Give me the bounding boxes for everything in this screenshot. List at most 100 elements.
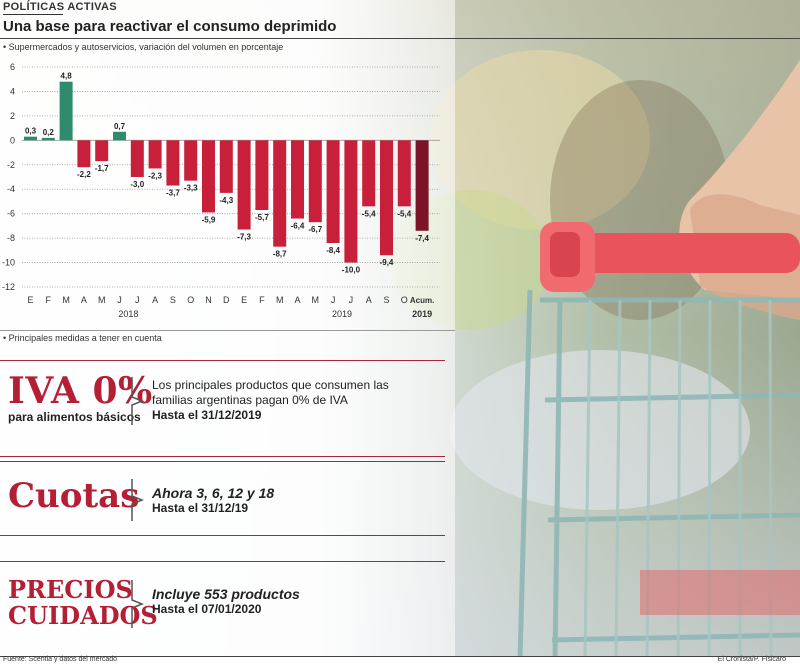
bar bbox=[362, 140, 376, 207]
bar-value-label: 4,8 bbox=[61, 72, 73, 81]
bar-value-label: -5,9 bbox=[202, 215, 216, 224]
bar-value-label: -3,3 bbox=[184, 184, 198, 193]
bar bbox=[397, 140, 411, 207]
measures-divider bbox=[0, 330, 455, 331]
bar-value-label: -6,4 bbox=[291, 222, 305, 231]
x-tick-label: S bbox=[383, 295, 389, 305]
bar bbox=[219, 140, 233, 193]
x-tick-label: S bbox=[170, 295, 176, 305]
y-tick-label: 4 bbox=[10, 86, 15, 96]
x-tick-label: A bbox=[294, 295, 300, 305]
bar-value-label: -8,7 bbox=[273, 250, 287, 259]
x-tick-label: J bbox=[349, 295, 354, 305]
x-tick-label: D bbox=[223, 295, 230, 305]
bar bbox=[113, 131, 126, 141]
bar-value-label: 0,3 bbox=[25, 127, 37, 136]
credit-note: El Cronista/P. Fisicaro bbox=[717, 656, 786, 663]
bar-value-label: -5,4 bbox=[362, 209, 376, 218]
y-tick-label: -8 bbox=[7, 233, 15, 243]
measure-cuotas-description: Ahora 3, 6, 12 y 18 Hasta el 31/12/19 bbox=[152, 486, 274, 516]
bar bbox=[148, 140, 162, 169]
bar bbox=[255, 140, 269, 210]
page-title: Una base para reactivar el consumo depri… bbox=[3, 18, 337, 35]
bar-value-label: -10,0 bbox=[342, 266, 361, 275]
bar bbox=[380, 140, 393, 256]
x-tick-label: A bbox=[366, 295, 372, 305]
x-tick-label: O bbox=[401, 295, 408, 305]
bar-value-label: -6,7 bbox=[308, 225, 322, 234]
measure-iva-subtitle: para alimentos básicos bbox=[8, 410, 141, 424]
measure-precios-title: PRECIOS CUIDADOS bbox=[8, 577, 158, 629]
x-tick-label: F bbox=[46, 295, 52, 305]
measure-precios-cuidados: PRECIOS CUIDADOS Incluye 553 productos H… bbox=[0, 565, 455, 655]
bar-value-label: -3,7 bbox=[166, 189, 180, 198]
bar bbox=[184, 140, 198, 181]
x-tick-label: M bbox=[276, 295, 284, 305]
bar-value-label: 0,2 bbox=[43, 128, 55, 137]
brace-icon bbox=[131, 580, 144, 628]
bar-value-label: -7,3 bbox=[237, 233, 251, 242]
content-panel bbox=[0, 0, 455, 656]
measure-precios-line1: Incluye 553 productos bbox=[152, 586, 300, 602]
bar-value-label: -4,3 bbox=[219, 196, 233, 205]
measure-precios-title-line1: PRECIOS bbox=[8, 575, 133, 604]
x-tick-label: J bbox=[135, 295, 140, 305]
bar-value-label: -2,3 bbox=[148, 171, 162, 180]
bar bbox=[59, 81, 73, 141]
measure-precios-deadline: Hasta el 07/01/2020 bbox=[152, 602, 262, 616]
bar-value-label: 0,7 bbox=[114, 122, 126, 131]
measure-cuotas-line1: Ahora 3, 6, 12 y 18 bbox=[152, 485, 275, 501]
measure-divider bbox=[0, 456, 445, 457]
measure-cuotas-title: Cuotas bbox=[8, 476, 140, 516]
chart-subtitle: • Supermercados y autoservicios, variaci… bbox=[3, 42, 284, 52]
measure-iva: IVA 0% para alimentos básicos Los princi… bbox=[0, 364, 455, 454]
bar bbox=[41, 137, 55, 141]
bar bbox=[237, 140, 251, 230]
measure-cuotas-deadline: Hasta el 31/12/19 bbox=[152, 501, 249, 515]
bar bbox=[344, 140, 358, 263]
x-tick-label: A bbox=[152, 295, 158, 305]
x-tick-label: O bbox=[187, 295, 194, 305]
y-tick-label: -12 bbox=[2, 282, 15, 292]
source-note: Fuente: Scentia y datos del mercado bbox=[3, 656, 118, 663]
footer-divider bbox=[0, 656, 800, 657]
bar bbox=[202, 140, 215, 213]
bar-value-label: -1,7 bbox=[95, 164, 109, 173]
x-tick-label: M bbox=[62, 295, 70, 305]
measure-precios-title-line2: CUIDADOS bbox=[8, 601, 158, 630]
bar bbox=[24, 136, 37, 141]
y-tick-label: -2 bbox=[7, 160, 15, 170]
y-tick-label: 6 bbox=[10, 62, 15, 72]
kicker-label: POLÍTICAS ACTIVAS bbox=[3, 1, 117, 13]
x-tick-label: J bbox=[331, 295, 336, 305]
measure-cuotas: Cuotas Ahora 3, 6, 12 y 18 Hasta el 31/1… bbox=[0, 466, 455, 536]
measure-iva-description: Los principales productos que consumen l… bbox=[152, 378, 389, 423]
bar bbox=[77, 140, 91, 168]
x-tick-label: A bbox=[81, 295, 87, 305]
measure-divider bbox=[0, 561, 445, 562]
measure-divider bbox=[0, 360, 445, 361]
x-tick-label: E bbox=[27, 295, 33, 305]
measure-precios-description: Incluye 553 productos Hasta el 07/01/202… bbox=[152, 587, 300, 617]
bar bbox=[166, 140, 180, 186]
measure-iva-title: IVA 0% bbox=[8, 370, 153, 412]
measure-divider bbox=[0, 461, 445, 462]
y-tick-label: -6 bbox=[7, 209, 15, 219]
kicker-underline bbox=[3, 14, 63, 15]
bar bbox=[95, 140, 109, 162]
y-tick-label: 0 bbox=[10, 135, 15, 145]
bar bbox=[308, 140, 322, 223]
title-divider bbox=[0, 38, 800, 39]
bar-value-label: -5,4 bbox=[397, 209, 411, 218]
measure-iva-deadline: Hasta el 31/12/2019 bbox=[152, 408, 262, 422]
footer-background bbox=[0, 656, 800, 664]
bar-value-label: -2,2 bbox=[77, 170, 91, 179]
x-tick-label: E bbox=[241, 295, 247, 305]
measures-note: • Principales medidas a tener en cuenta bbox=[3, 333, 162, 343]
bar-value-label: -5,7 bbox=[255, 213, 269, 222]
y-tick-label: 2 bbox=[10, 111, 15, 121]
x-tick-label: F bbox=[259, 295, 265, 305]
y-tick-label: -4 bbox=[7, 184, 15, 194]
x-tick-label: M bbox=[312, 295, 320, 305]
bar-value-label: -8,4 bbox=[326, 246, 340, 255]
